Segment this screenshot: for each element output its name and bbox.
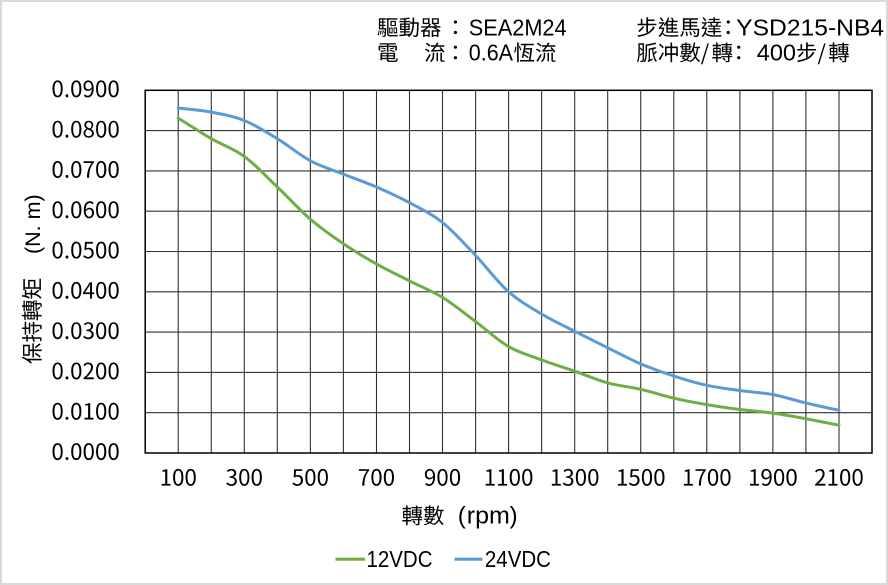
svg-text:YSD215-NB4: YSD215-NB4 [736, 14, 884, 40]
svg-text:SEA2M24: SEA2M24 [469, 14, 567, 40]
svg-text:rpm: rpm [467, 503, 510, 530]
svg-text:24VDC: 24VDC [485, 546, 551, 572]
svg-text:(: ( [458, 503, 466, 530]
svg-text:0.6A: 0.6A [469, 40, 513, 66]
svg-text:(N. m): (N. m) [21, 194, 45, 254]
svg-text:400: 400 [757, 40, 796, 66]
svg-text:12VDC: 12VDC [367, 546, 433, 572]
svg-text:): ) [510, 503, 518, 530]
